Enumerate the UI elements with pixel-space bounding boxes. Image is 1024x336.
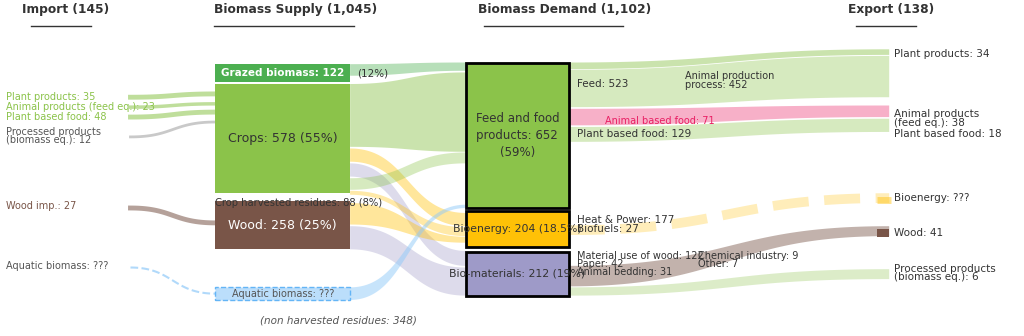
Text: Plant products: 34: Plant products: 34 [894, 49, 989, 58]
Text: Chemical industry: 9: Chemical industry: 9 [697, 251, 798, 261]
Text: Bio-materials: 212 (19%): Bio-materials: 212 (19%) [450, 269, 586, 279]
Polygon shape [350, 62, 466, 76]
Text: Animal based food: 71: Animal based food: 71 [605, 116, 715, 126]
Bar [878, 229, 889, 237]
Text: Export (138): Export (138) [848, 3, 934, 16]
Text: (feed eq.): 38: (feed eq.): 38 [894, 118, 965, 128]
Text: Aquatic biomass: ???: Aquatic biomass: ??? [231, 289, 334, 299]
Text: Feed: 523: Feed: 523 [577, 79, 628, 89]
Polygon shape [568, 49, 889, 69]
Text: Animal bedding: 31: Animal bedding: 31 [577, 267, 672, 278]
Text: Animal products: Animal products [894, 110, 979, 119]
Text: Animal production: Animal production [684, 71, 774, 81]
Bar [215, 201, 350, 249]
Polygon shape [350, 153, 466, 190]
Text: Plant based food: 18: Plant based food: 18 [894, 129, 1001, 139]
Text: Grazed biomass: 122: Grazed biomass: 122 [221, 68, 344, 78]
Text: Other: 7: Other: 7 [697, 259, 737, 269]
Polygon shape [568, 119, 889, 142]
Bar [215, 287, 350, 300]
Text: Aquatic biomass: ???: Aquatic biomass: ??? [6, 261, 109, 271]
Text: Import (145): Import (145) [23, 3, 110, 16]
Polygon shape [350, 203, 466, 243]
Text: Bioenergy: 204 (18.5%): Bioenergy: 204 (18.5%) [453, 224, 582, 234]
Bar [215, 84, 350, 193]
Bar [466, 252, 568, 296]
Text: Plant based food: 48: Plant based food: 48 [6, 112, 106, 122]
Text: Plant based food: 129: Plant based food: 129 [577, 129, 691, 139]
Text: Crops: 578 (55%): Crops: 578 (55%) [228, 132, 338, 145]
Bar [466, 211, 568, 247]
Polygon shape [568, 106, 889, 125]
Polygon shape [568, 269, 889, 296]
Text: (non harvested residues: 348): (non harvested residues: 348) [260, 316, 417, 325]
Text: Crop harvested residues: 88 (8%): Crop harvested residues: 88 (8%) [215, 198, 382, 208]
Text: Wood imp.: 27: Wood imp.: 27 [6, 201, 76, 211]
Text: (biomass eq.): 6: (biomass eq.): 6 [894, 272, 979, 282]
Polygon shape [350, 163, 466, 266]
Polygon shape [350, 149, 466, 226]
Text: Wood: 258 (25%): Wood: 258 (25%) [228, 219, 337, 232]
Text: (12%): (12%) [357, 68, 388, 78]
Text: Wood: 41: Wood: 41 [894, 228, 943, 238]
Text: Bioenergy: ???: Bioenergy: ??? [894, 193, 970, 203]
Polygon shape [568, 226, 889, 286]
Text: Material use of wood: 122: Material use of wood: 122 [577, 251, 703, 261]
Polygon shape [350, 73, 466, 152]
Text: Processed products: Processed products [894, 263, 996, 274]
Text: Plant products: 35: Plant products: 35 [6, 92, 95, 102]
Text: Biofuels: 27: Biofuels: 27 [577, 224, 639, 235]
Text: process: 452: process: 452 [684, 80, 748, 90]
Text: Paper: 42: Paper: 42 [577, 259, 624, 269]
Text: (biomass eq.): 12: (biomass eq.): 12 [6, 135, 91, 145]
Bar [215, 64, 350, 82]
Polygon shape [350, 191, 466, 236]
Bar [466, 62, 568, 208]
Text: Heat & Power: 177: Heat & Power: 177 [577, 215, 674, 225]
Text: Biomass Supply (1,045): Biomass Supply (1,045) [214, 3, 377, 16]
Text: Feed and food
products: 652
(59%): Feed and food products: 652 (59%) [475, 112, 559, 159]
Polygon shape [350, 205, 466, 300]
Text: Processed products: Processed products [6, 127, 100, 137]
Polygon shape [350, 226, 466, 296]
Text: Biomass Demand (1,102): Biomass Demand (1,102) [478, 3, 651, 16]
Polygon shape [568, 56, 889, 107]
Text: Animal products (feed eq.): 23: Animal products (feed eq.): 23 [6, 102, 155, 112]
